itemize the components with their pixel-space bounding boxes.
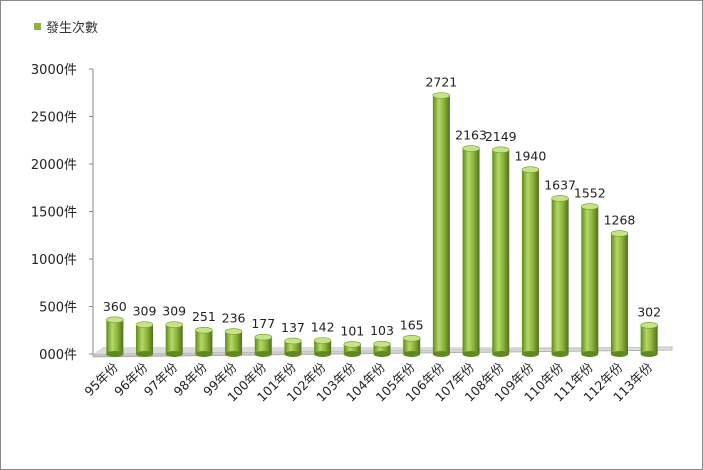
bar [432, 92, 451, 357]
data-label: 101 [340, 323, 364, 338]
data-label: 103 [370, 323, 394, 338]
y-tick-label: 1500件 [31, 206, 77, 221]
data-label: 360 [103, 299, 127, 314]
bar [521, 166, 540, 357]
bar [551, 195, 569, 357]
bar [165, 321, 184, 357]
bar [254, 333, 273, 357]
data-label: 165 [400, 317, 424, 332]
y-tick-label: 1000件 [31, 253, 77, 268]
bar [373, 340, 391, 357]
data-label: 302 [637, 304, 661, 319]
bar [195, 326, 213, 357]
bar [610, 230, 629, 357]
bar [491, 146, 510, 357]
bar [462, 145, 480, 357]
data-label: 1637 [544, 177, 576, 192]
data-label: 137 [281, 320, 305, 335]
y-tick-label: 2500件 [31, 111, 77, 126]
data-label: 2163 [455, 128, 487, 143]
bar [224, 328, 243, 357]
bar [106, 316, 124, 357]
y-tick-label: 500件 [39, 301, 77, 316]
data-label: 1552 [574, 186, 606, 201]
data-label: 1940 [515, 149, 547, 164]
legend: 發生次數 [34, 17, 98, 36]
data-label: 142 [311, 320, 335, 335]
y-tick-label: 2000件 [31, 158, 77, 173]
y-tick-label: 000件 [39, 348, 77, 363]
data-label: 309 [162, 304, 186, 319]
data-label: 1268 [604, 213, 636, 228]
bar [343, 341, 362, 357]
bar [284, 337, 302, 357]
legend-label: 發生次數 [46, 21, 99, 36]
data-label: 2149 [485, 129, 517, 144]
data-label: 251 [192, 309, 216, 324]
data-label: 177 [251, 316, 275, 331]
data-label: 236 [222, 311, 246, 326]
bar [640, 322, 658, 357]
bar [313, 337, 332, 357]
bar [580, 203, 599, 357]
data-label: 309 [133, 304, 157, 319]
y-tick-label: 3000件 [31, 63, 77, 78]
bar [402, 335, 421, 357]
data-label: 2721 [425, 75, 457, 90]
bar [135, 321, 154, 357]
legend-swatch [34, 23, 41, 30]
